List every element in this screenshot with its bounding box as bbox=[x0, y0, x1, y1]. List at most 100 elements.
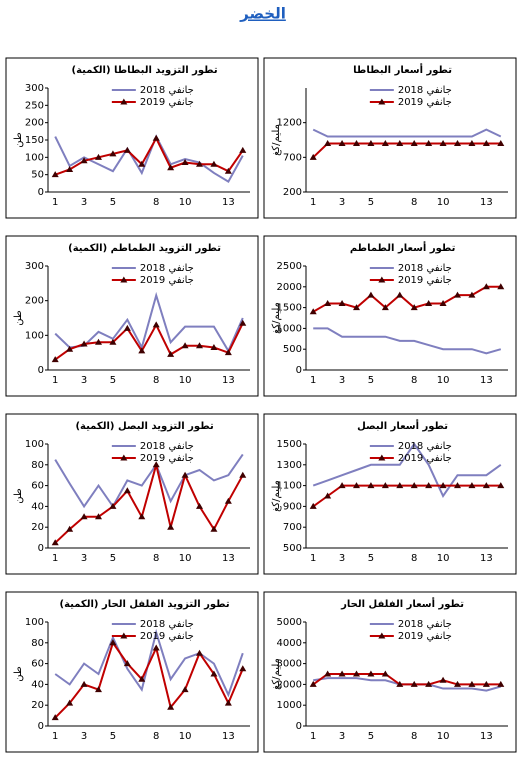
y-tick-label: 1200 bbox=[277, 118, 302, 129]
marker bbox=[95, 686, 102, 693]
marker bbox=[80, 340, 88, 347]
marker bbox=[482, 283, 490, 290]
marker bbox=[224, 167, 232, 174]
marker bbox=[167, 703, 175, 710]
y-tick-label: 1500 bbox=[277, 439, 302, 450]
x-tick-label: 1 bbox=[52, 731, 58, 742]
x-tick-label: 1 bbox=[52, 197, 58, 208]
x-tick-label: 3 bbox=[81, 553, 87, 564]
marker bbox=[425, 680, 433, 687]
marker bbox=[410, 139, 418, 146]
legend-label: جانفي 2018 bbox=[398, 441, 452, 452]
series-line bbox=[312, 285, 501, 313]
x-tick-label: 1 bbox=[310, 731, 316, 742]
marker bbox=[152, 134, 160, 141]
marker bbox=[224, 349, 232, 356]
marker bbox=[497, 482, 505, 489]
x-tick-label: 10 bbox=[179, 553, 192, 564]
y-tick-label: 1300 bbox=[277, 460, 302, 471]
marker bbox=[454, 139, 461, 146]
y-tick-label: 500 bbox=[283, 344, 302, 355]
y-tick-label: 4000 bbox=[277, 638, 302, 649]
marker bbox=[353, 482, 360, 489]
y-tick-label: 3000 bbox=[277, 659, 302, 670]
legend-label: جانفي 2019 bbox=[140, 631, 194, 642]
x-tick-label: 5 bbox=[368, 553, 374, 564]
marker bbox=[324, 299, 332, 306]
x-tick-label: 1 bbox=[52, 553, 58, 564]
marker bbox=[482, 680, 490, 687]
marker bbox=[410, 680, 418, 687]
y-tick-label: 0 bbox=[38, 721, 44, 732]
chart-title: تطور التزويد البصل (الكمية) bbox=[75, 421, 213, 432]
y-tick-label: 1000 bbox=[277, 700, 302, 711]
x-tick-label: 3 bbox=[81, 731, 87, 742]
marker bbox=[338, 670, 346, 677]
legend-label: جانفي 2018 bbox=[398, 263, 452, 274]
marker bbox=[367, 482, 375, 489]
marker bbox=[239, 319, 247, 326]
marker bbox=[210, 670, 218, 677]
marker bbox=[224, 497, 232, 504]
x-tick-label: 13 bbox=[480, 731, 493, 742]
marker bbox=[454, 482, 461, 489]
marker bbox=[309, 502, 317, 509]
chart-title: تطور أسعار الفلفل الحار bbox=[340, 597, 464, 610]
x-tick-label: 5 bbox=[110, 197, 116, 208]
legend-label: جانفي 2019 bbox=[140, 97, 194, 108]
x-tick-label: 10 bbox=[437, 197, 450, 208]
x-tick-label: 3 bbox=[339, 197, 345, 208]
marker bbox=[396, 482, 404, 489]
marker bbox=[181, 686, 189, 693]
marker bbox=[439, 299, 447, 306]
y-tick-label: 2500 bbox=[277, 261, 302, 272]
marker bbox=[196, 342, 203, 349]
marker bbox=[95, 513, 102, 520]
y-tick-label: 100 bbox=[25, 152, 44, 163]
marker bbox=[109, 639, 117, 646]
x-tick-label: 10 bbox=[437, 553, 450, 564]
chart-title: تطور أسعار الطماطم bbox=[350, 241, 456, 254]
marker bbox=[152, 644, 160, 651]
y-axis-label: مليم/كغ bbox=[271, 480, 282, 512]
marker bbox=[367, 139, 375, 146]
x-tick-label: 13 bbox=[480, 553, 493, 564]
y-axis-label: طن bbox=[13, 666, 24, 682]
legend-label: جانفي 2018 bbox=[140, 441, 194, 452]
marker bbox=[239, 471, 247, 478]
marker bbox=[138, 675, 146, 682]
y-tick-label: 300 bbox=[25, 261, 44, 272]
legend-marker bbox=[378, 454, 386, 461]
x-tick-label: 5 bbox=[368, 731, 374, 742]
marker bbox=[239, 146, 247, 153]
marker bbox=[152, 461, 160, 468]
marker bbox=[210, 525, 218, 532]
y-tick-label: 40 bbox=[31, 679, 44, 690]
y-tick-label: 0 bbox=[296, 365, 302, 376]
marker bbox=[381, 304, 389, 311]
marker bbox=[239, 665, 247, 672]
marker bbox=[167, 350, 175, 357]
legend-marker bbox=[378, 632, 386, 639]
series-line bbox=[54, 322, 244, 361]
y-tick-label: 60 bbox=[31, 659, 44, 670]
marker bbox=[138, 513, 146, 520]
x-tick-label: 1 bbox=[52, 375, 58, 386]
x-tick-label: 5 bbox=[110, 731, 116, 742]
marker bbox=[468, 680, 476, 687]
marker bbox=[439, 676, 447, 683]
legend-label: جانفي 2019 bbox=[398, 631, 452, 642]
marker bbox=[381, 139, 389, 146]
marker bbox=[167, 164, 175, 171]
x-tick-label: 8 bbox=[153, 197, 159, 208]
y-tick-label: 0 bbox=[38, 543, 44, 554]
marker bbox=[66, 699, 74, 706]
panel-frame bbox=[5, 235, 259, 397]
y-axis-label: مليم/كغ bbox=[271, 302, 282, 334]
y-tick-label: 80 bbox=[31, 460, 44, 471]
marker bbox=[123, 487, 131, 494]
marker bbox=[425, 299, 433, 306]
x-tick-label: 3 bbox=[81, 375, 87, 386]
marker bbox=[95, 338, 102, 345]
